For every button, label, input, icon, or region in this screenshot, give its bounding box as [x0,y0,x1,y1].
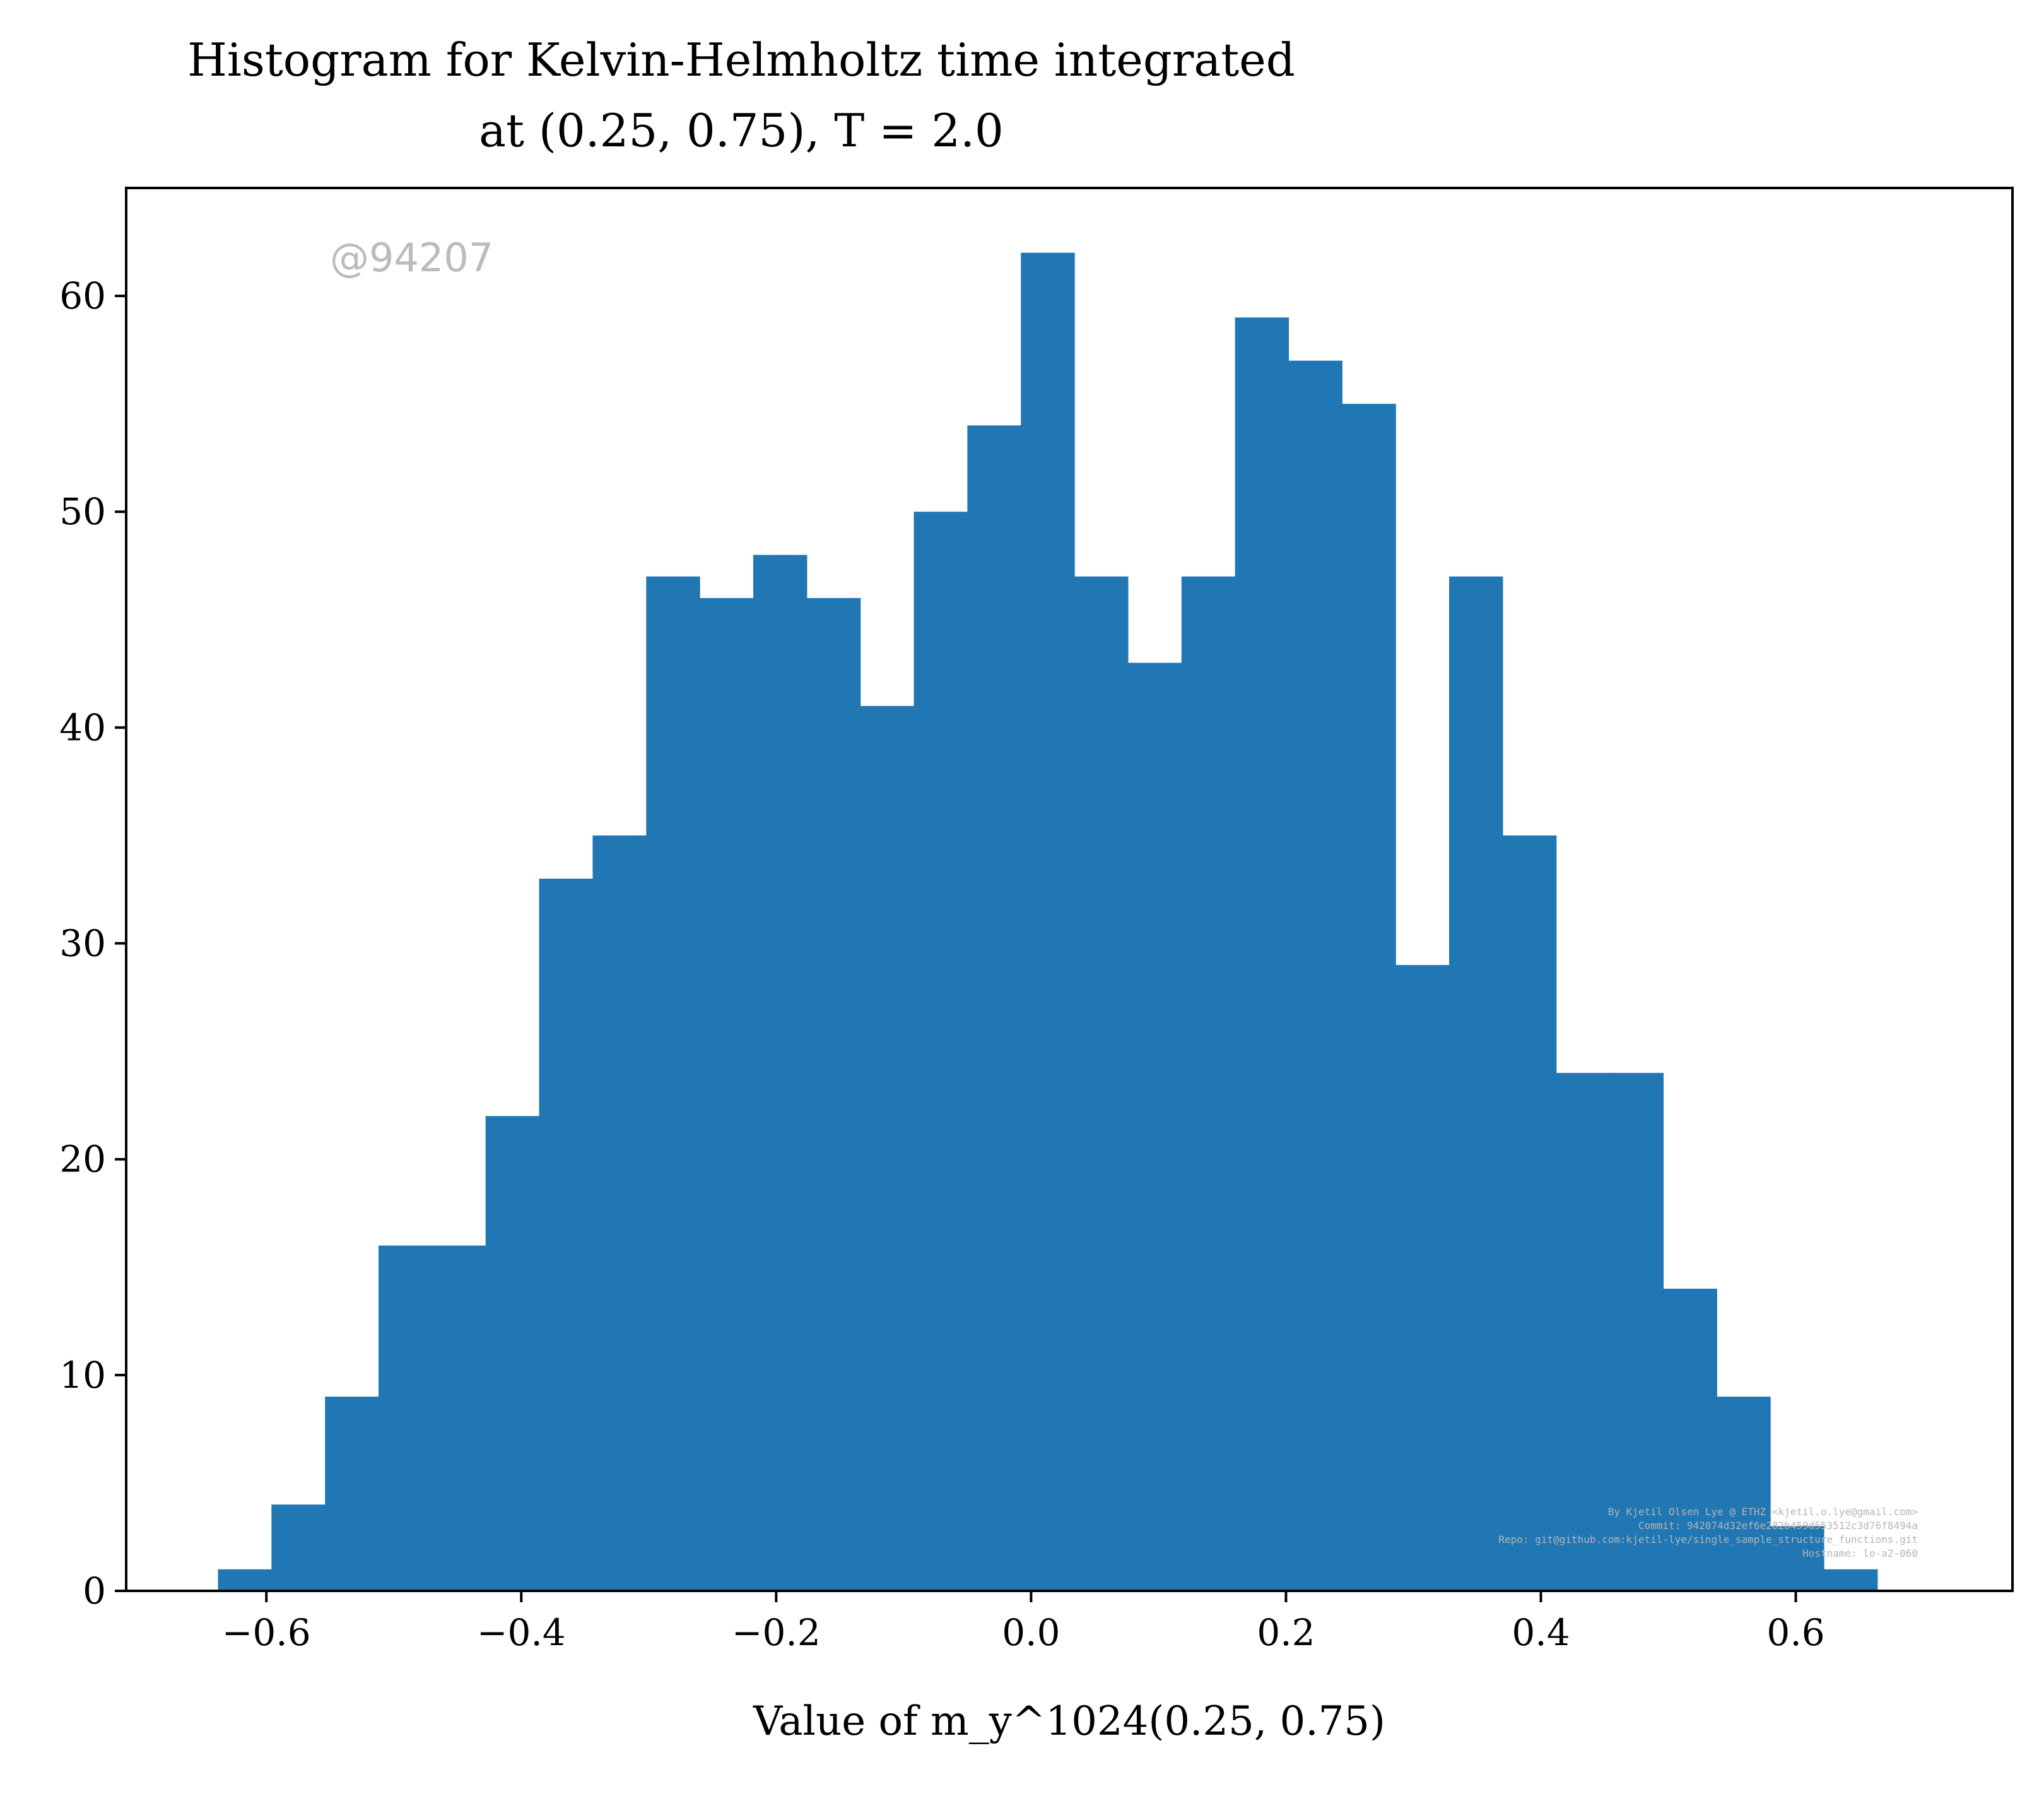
x-tick-label: −0.4 [477,1611,566,1654]
y-tick-label: 10 [59,1354,106,1397]
y-tick-label: 50 [59,490,106,533]
x-tick-label: −0.2 [732,1611,821,1654]
histogram-bar [1717,1397,1771,1591]
histogram-bar [1609,1072,1664,1591]
histogram-bar [1235,317,1289,1592]
x-axis-label: Value of m_y^1024(0.25, 0.75) [753,1698,1385,1745]
histogram-bar [913,512,968,1592]
histogram-bar [646,576,700,1591]
histogram-bar [1127,662,1182,1591]
chart-title-line1: Histogram for Kelvin-Helmholtz time inte… [187,33,1295,86]
x-tick-label: −0.6 [222,1611,311,1654]
histogram-bar [271,1504,326,1591]
histogram-bar [1288,360,1342,1591]
y-tick-label: 40 [59,706,106,749]
histogram-bar [1556,1072,1611,1591]
histogram-bar [539,878,594,1591]
credits-footer-line: Commit: 942074d32ef6e282b459d553512c3d76… [1638,1520,1918,1532]
credits-footer: By Kjetil Olsen Lye @ ETHZ <kjetil.o.lye… [1498,1506,1918,1559]
y-tick-label: 20 [59,1138,106,1181]
x-tick-label: 0.4 [1512,1611,1570,1654]
x-tick-label: 0.2 [1257,1611,1315,1654]
histogram-bar [379,1245,433,1591]
credits-footer-line: Repo: git@github.com:kjetil-lye/single_s… [1498,1533,1918,1545]
histogram-bar [806,598,861,1591]
histogram-bar [432,1245,486,1591]
histogram-bars [218,252,1878,1592]
plot-frame [125,187,2014,1592]
y-axis-ticks: 0 10 20 30 40 50 60 [59,274,126,1612]
histogram-bar [700,598,754,1591]
x-tick-label: 0.6 [1766,1611,1824,1654]
histogram-bar [860,706,915,1591]
credits-footer-line: By Kjetil Olsen Lye @ ETHZ <kjetil.o.lye… [1608,1506,1918,1518]
histogram-bar [1824,1569,1878,1591]
histogram-bar [1663,1288,1717,1591]
histogram-bar [218,1569,272,1591]
histogram-bar [592,835,647,1591]
watermark-text: @94207 [330,235,493,281]
histogram-bar [1449,576,1503,1591]
x-axis-ticks: −0.6 −0.4 −0.2 0.0 0.2 0.4 0.6 [222,1591,1825,1654]
histogram-bar [485,1116,540,1591]
histogram-bar [325,1397,379,1591]
histogram-bar [967,425,1021,1592]
x-tick-label: 0.0 [1002,1611,1060,1654]
y-tick-label: 30 [59,922,106,965]
y-tick-label: 0 [83,1569,106,1612]
chart-title-line2: at (0.25, 0.75), T = 2.0 [479,104,1004,157]
y-tick-label: 60 [59,274,106,317]
histogram-bar [1021,252,1075,1591]
histogram-bar [1181,576,1236,1591]
credits-footer-line: Hostname: lo-a2-060 [1802,1547,1918,1559]
histogram-bar [1342,404,1396,1592]
histogram-bar [1770,1526,1824,1591]
histogram-bar [1074,576,1129,1591]
histogram-bar [1502,835,1557,1591]
histogram-bar [753,554,808,1591]
histogram-bar [1395,964,1450,1591]
